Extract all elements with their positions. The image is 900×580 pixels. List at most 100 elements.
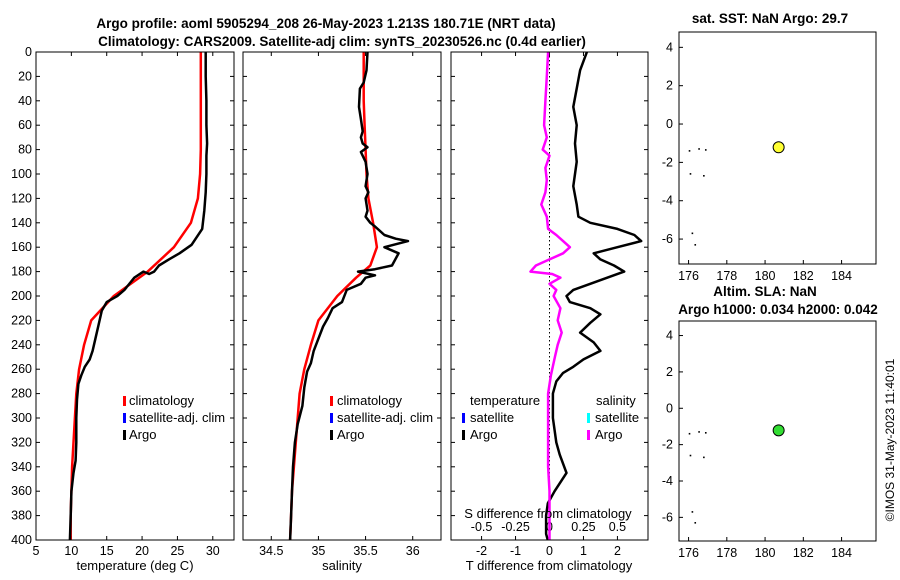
legend-swatch-s-satellite: [587, 413, 590, 423]
salinity-panel: 34.5 35 35.5 36 climatology satellite-adj. …: [242, 51, 442, 573]
map-y-tick-label: -2: [662, 155, 673, 169]
legend-swatch-argo: [330, 430, 333, 440]
map-land-dot: [691, 232, 694, 235]
map-y-tick-label: 4: [666, 329, 673, 343]
legend-swatch-satellite: [123, 413, 126, 423]
map-land-dot: [704, 149, 707, 151]
legend-swatch-climatology: [330, 396, 333, 406]
salinity-axes-frame: [242, 51, 442, 541]
y-tick-label: 220: [11, 313, 32, 327]
temperature-legend: climatology satellite-adj. clim Argo: [123, 393, 225, 442]
temperature-axes-frame: [35, 51, 235, 541]
y-tick-label: 360: [11, 484, 32, 498]
y-tick-label: 40: [18, 94, 32, 108]
map-y-tick-label: -6: [662, 232, 673, 246]
y-tick-label: 60: [18, 118, 32, 132]
map-x-tick-label: 178: [716, 546, 737, 560]
temperature-xlabel: temperature (deg C): [76, 558, 193, 573]
y-tick-label: 200: [11, 289, 32, 303]
legend-label-satellite: satellite-adj. clim: [337, 410, 433, 425]
map1-title: sat. SST: NaN Argo: 29.7: [692, 11, 848, 26]
series-line-argo-temperature-difference: [544, 51, 643, 541]
sla-map-frame: [678, 320, 877, 542]
difference-axes-frame: [450, 51, 649, 541]
salinity-legend: climatology satellite-adj. clim Argo: [330, 393, 433, 442]
x-tick-label: 5: [33, 544, 40, 558]
legend-label-t-argo: Argo: [470, 427, 497, 442]
map-x-tick-label: 178: [716, 269, 737, 283]
x-tick-label: 20: [135, 544, 149, 558]
legend-swatch-s-argo: [587, 430, 590, 440]
legend-label-satellite: satellite-adj. clim: [129, 410, 225, 425]
profile-location-marker: [772, 424, 785, 437]
map-land-dot: [689, 454, 692, 457]
map-y-tick-label: -6: [662, 510, 673, 524]
x-tick-label: 0: [546, 544, 553, 558]
map-land-dot: [689, 173, 692, 175]
legend-swatch-climatology: [123, 396, 126, 406]
title-line2: Climatology: CARS2009. Satellite-adj cli…: [98, 34, 586, 49]
x-tick-label: 1: [580, 544, 587, 558]
map-land-dot: [688, 432, 691, 435]
copyright-timestamp: ©IMOS 31-May-2023 11:40:01: [883, 358, 897, 521]
y-tick-label: 160: [11, 240, 32, 254]
x-tick-label: 15: [100, 544, 114, 558]
x-tick-label: 30: [206, 544, 220, 558]
map-x-tick-label: 176: [678, 546, 699, 560]
y-tick-label: 320: [11, 435, 32, 449]
profile-location-marker: [772, 141, 785, 154]
x-tick-label: 25: [170, 544, 184, 558]
s-tick-label: -0.25: [501, 520, 530, 534]
map2-title-line2: Argo h1000: 0.034 h2000: 0.042: [678, 302, 878, 317]
x-tick-label: -1: [510, 544, 521, 558]
x-tick-label: 10: [64, 544, 78, 558]
series-line-climatology: [288, 52, 379, 541]
map-x-tick-label: 180: [755, 269, 776, 283]
difference-panel: -0.5 -0.25 0 0.25 0.5-2 -1 0 1 2 temperature sal…: [450, 51, 649, 573]
temperature-panel: 0 20 40 60 80 100 120 140 160 180 200 220 240 260 280 3…: [11, 45, 235, 573]
y-tick-label: 120: [11, 191, 32, 205]
sst-map-marks: 176 178 180 182 184 -6 -4 -2 0 2 4: [662, 40, 852, 283]
y-tick-label: 300: [11, 411, 32, 425]
map-y-tick-label: -4: [662, 474, 673, 488]
y-tick-label: 340: [11, 460, 32, 474]
y-tick-label: 280: [11, 387, 32, 401]
map-land-dot: [688, 150, 691, 152]
temperature-marks: 0 20 40 60 80 100 120 140 160 180 200 220 240 260 280 3…: [11, 45, 234, 558]
y-tick-label: 260: [11, 362, 32, 376]
map-x-tick-label: 180: [755, 546, 776, 560]
legend-label-climatology: climatology: [129, 393, 195, 408]
y-tick-label: 140: [11, 216, 32, 230]
legend-swatch-t-satellite: [462, 413, 465, 423]
map-land-dot: [694, 244, 697, 246]
legend-title-temperature: temperature: [470, 393, 540, 408]
map-y-tick-label: 0: [666, 117, 673, 131]
y-tick-label: 0: [25, 45, 32, 59]
s-tick-label: 0.5: [609, 520, 626, 534]
legend-title-salinity: salinity: [596, 393, 636, 408]
map-land-dot: [691, 511, 694, 513]
map-x-tick-label: 182: [793, 546, 814, 560]
map-x-tick-label: 184: [831, 546, 852, 560]
s-difference-label: S difference from climatology: [464, 506, 632, 521]
legend-label-argo: Argo: [129, 427, 156, 442]
map-x-tick-label: 176: [678, 269, 699, 283]
legend-label-climatology: climatology: [337, 393, 403, 408]
sla-map-marks: 176 178 180 182 184 -6 -4 -2 0 2 4: [662, 329, 852, 560]
map-x-tick-label: 182: [793, 269, 814, 283]
y-tick-label: 20: [18, 69, 32, 83]
map-land-dot: [698, 431, 700, 433]
map-y-tick-label: -2: [662, 438, 673, 452]
map-y-tick-label: 0: [666, 401, 673, 415]
map-land-dot: [704, 432, 707, 434]
difference-marks: -0.5 -0.25 0 0.25 0.5-2 -1 0 1 2: [451, 51, 648, 558]
s-tick-label: -0.5: [471, 520, 493, 534]
y-tick-label: 100: [11, 167, 32, 181]
s-tick-label: 0.25: [571, 520, 595, 534]
map-x-tick-label: 184: [831, 269, 852, 283]
map-y-tick-label: 2: [666, 79, 673, 93]
x-tick-label: 35: [311, 544, 325, 558]
salinity-xlabel: salinity: [322, 558, 362, 573]
map-y-tick-label: -4: [662, 194, 673, 208]
